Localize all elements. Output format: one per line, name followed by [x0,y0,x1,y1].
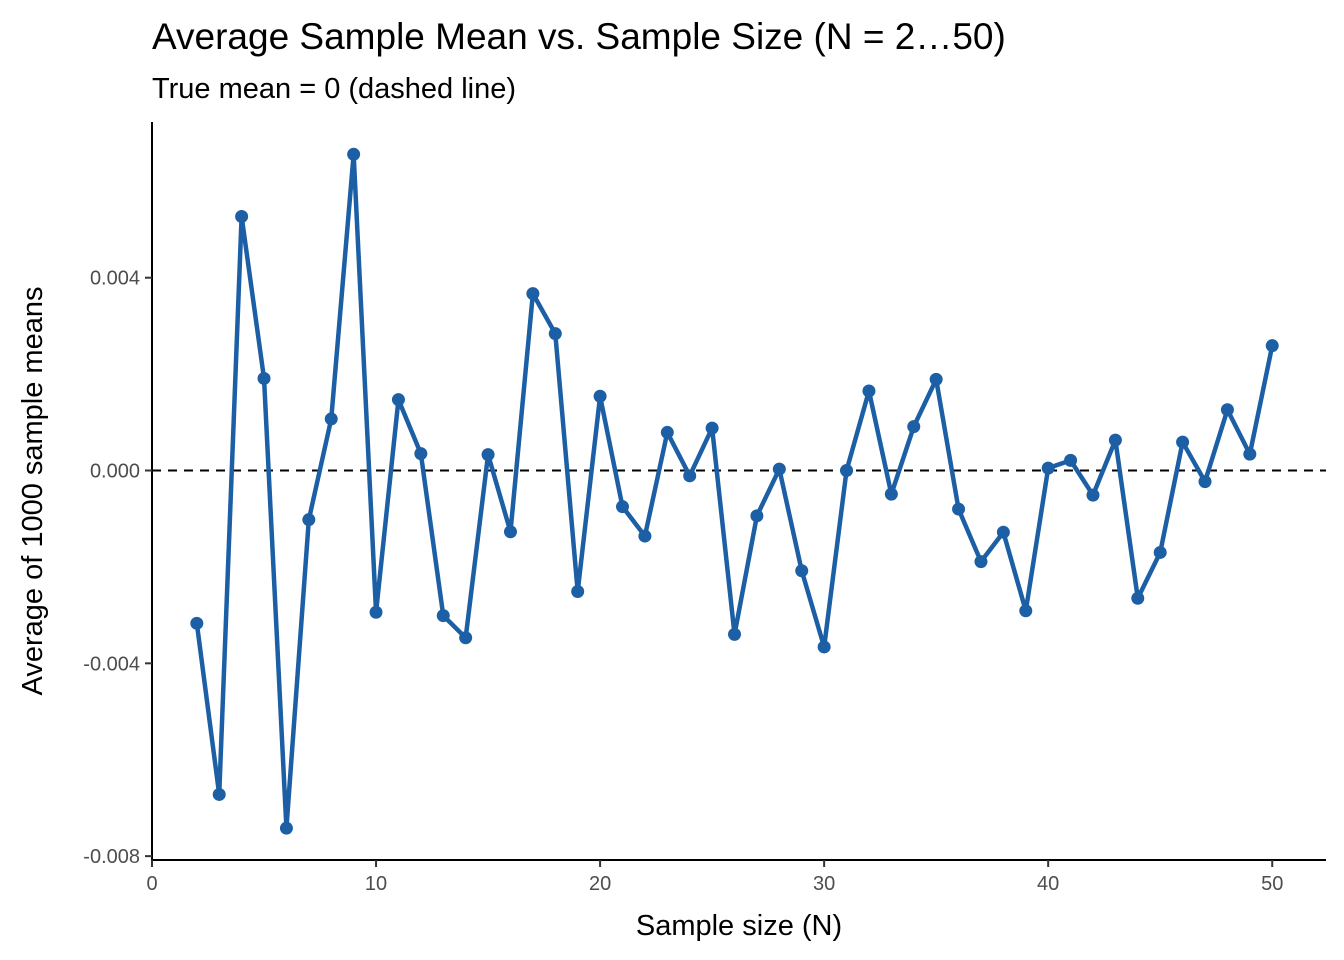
data-point [302,513,316,527]
data-point [907,420,921,434]
y-tick-label: 0.004 [90,268,140,290]
y-tick-label: -0.004 [83,653,140,675]
chart-subtitle: True mean = 0 (dashed line) [152,73,516,105]
data-point [593,389,607,403]
data-point [728,627,742,641]
data-point [660,425,674,439]
data-point [683,469,697,483]
data-point [190,616,204,630]
data-point [1086,488,1100,502]
data-point [638,529,652,543]
x-axis-ticks: 0 10 20 30 40 50 [146,860,1283,895]
x-tick-label: 20 [589,873,611,895]
data-point [526,287,540,301]
data-point [705,421,719,435]
data-point [1041,461,1055,475]
data-point [1265,339,1279,353]
data-point [391,393,405,407]
data-point [1220,403,1234,417]
data-point [996,525,1010,539]
data-point [369,605,383,619]
data-point [817,640,831,654]
plot-area [152,147,1326,835]
x-tick-label: 0 [146,873,157,895]
data-point [257,371,271,385]
data-point [772,462,786,476]
data-point [1198,475,1212,489]
y-tick-label: 0.000 [90,461,140,483]
data-point [862,384,876,398]
y-tick-label: -0.008 [83,846,140,868]
data-point [459,631,473,645]
x-tick-label: 40 [1037,873,1059,895]
y-axis-title: Average of 1000 sample means [17,287,49,696]
data-point [324,412,338,426]
data-point [929,372,943,386]
data-point [615,500,629,514]
data-point [1064,453,1078,467]
data-point [503,525,517,539]
data-point [571,585,585,599]
data-point [1153,545,1167,559]
data-point [1108,433,1122,447]
series-line [194,152,1275,831]
chart-title: Average Sample Mean vs. Sample Size (N =… [152,16,1006,57]
data-point [548,327,562,341]
data-point [1243,447,1257,461]
x-tick-label: 30 [813,873,835,895]
data-point [481,448,495,462]
data-point [884,487,898,501]
data-point [235,209,249,223]
data-point [840,464,854,478]
data-point [414,447,428,461]
data-point [952,502,966,516]
data-point [347,147,361,161]
data-point [436,609,450,623]
data-point [974,555,988,569]
data-point [795,564,809,578]
data-point [212,787,226,801]
y-axis-ticks: -0.008 -0.004 0.000 0.004 [83,268,152,868]
data-point [1131,591,1145,605]
data-point [750,509,764,523]
data-point [1019,604,1033,618]
data-point [279,821,293,835]
x-tick-label: 50 [1261,873,1283,895]
data-point [1176,435,1190,449]
x-axis-title: Sample size (N) [636,910,842,942]
x-tick-label: 10 [365,873,387,895]
